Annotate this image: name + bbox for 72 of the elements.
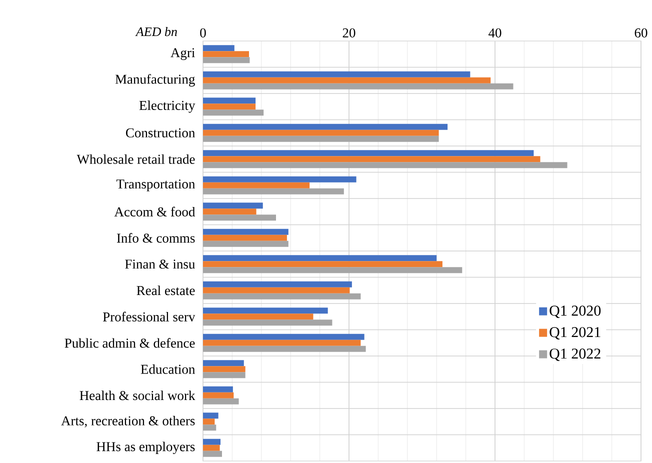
- x-tick-label: 0: [200, 28, 206, 38]
- bar: [203, 98, 256, 104]
- bar: [203, 334, 364, 340]
- bar: [203, 208, 256, 215]
- y-tick-label: HHs as employers: [96, 442, 195, 454]
- bar: [203, 424, 216, 431]
- bar: [203, 293, 361, 300]
- bar: [203, 234, 287, 241]
- x-tick-label: 60: [634, 28, 648, 38]
- bar: [203, 240, 288, 247]
- bar: [203, 372, 246, 378]
- bar: [203, 444, 220, 451]
- bar: [203, 346, 366, 352]
- bar: [203, 130, 439, 136]
- bar: [203, 450, 222, 457]
- bar: [203, 77, 491, 84]
- y-tick-label: Accom & food: [114, 206, 196, 216]
- y-tick-label: Manufacturing: [115, 74, 195, 87]
- y-tick-label: Real estate: [136, 286, 195, 296]
- y-tick-label: Transportation: [116, 179, 196, 192]
- bar: [203, 83, 514, 90]
- bar: [203, 261, 442, 268]
- y-tick-label: Health & social work: [80, 390, 196, 400]
- bar: [203, 156, 540, 162]
- bar: [203, 398, 239, 404]
- bar: [203, 386, 233, 392]
- bar: [203, 360, 244, 366]
- bar: [203, 202, 263, 209]
- bar: [203, 418, 215, 425]
- bar: [203, 314, 314, 320]
- x-tick-label: 20: [342, 28, 356, 38]
- y-tick-label: Education: [140, 364, 195, 374]
- bar: [203, 214, 276, 221]
- bar: [203, 45, 234, 52]
- bar: [203, 392, 234, 398]
- bar: [203, 110, 264, 116]
- y-tick-label: Public admin & defence: [64, 338, 195, 348]
- bar: [203, 255, 437, 262]
- legend-label: Q1 2021: [550, 327, 600, 340]
- bar: [203, 366, 246, 372]
- bar: [203, 176, 356, 182]
- bar: [203, 182, 310, 188]
- bar: [203, 136, 439, 142]
- bar: [203, 267, 462, 274]
- legend-label: Q1 2020: [550, 306, 601, 318]
- bar: [203, 281, 352, 288]
- bar: [203, 150, 534, 156]
- y-tick-label: Arts, recreation & others: [61, 416, 195, 428]
- y-tick-label: Agri: [170, 48, 195, 60]
- bar: [203, 412, 218, 419]
- bar: [203, 57, 250, 64]
- x-axis-title: AED bn: [135, 26, 177, 36]
- y-tick-label: Electricity: [139, 100, 196, 113]
- bar: [203, 162, 568, 168]
- y-tick-label: Wholesale retail trade: [76, 154, 195, 164]
- bar: [203, 308, 328, 314]
- bar: [203, 71, 470, 78]
- y-tick-label: Construction: [126, 128, 195, 138]
- y-tick-label: Finan & insu: [125, 260, 195, 269]
- bar: [203, 188, 344, 194]
- bar: [203, 320, 332, 326]
- bar: [203, 228, 288, 235]
- bar: [203, 340, 361, 346]
- x-tick-label: 40: [488, 28, 502, 38]
- bar: [203, 287, 350, 294]
- bar: [203, 51, 249, 58]
- y-tick-label: Professional serv: [102, 312, 196, 322]
- bar: [203, 438, 221, 445]
- bar: [203, 104, 256, 110]
- y-tick-label: Info & comms: [116, 233, 195, 243]
- bar: [203, 124, 448, 130]
- legend-label: Q1 2022: [550, 348, 600, 361]
